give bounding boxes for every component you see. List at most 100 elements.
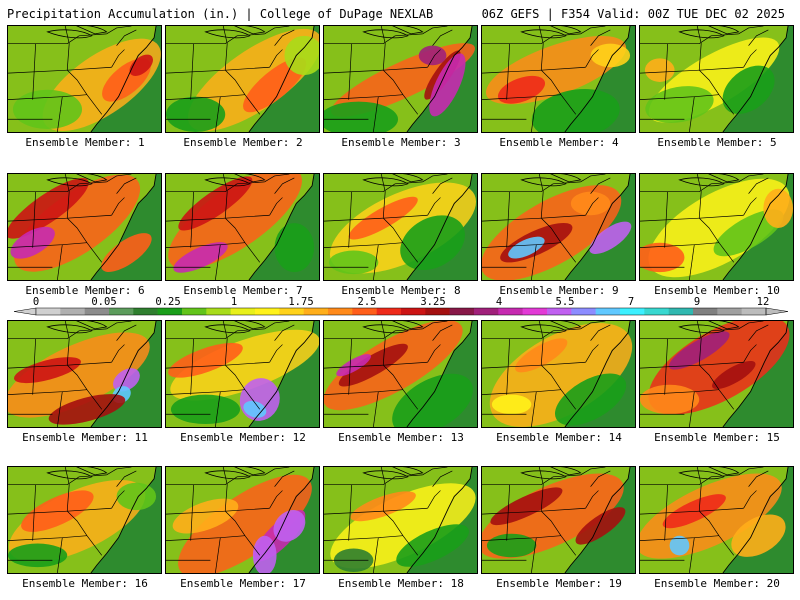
precip-field <box>644 37 780 123</box>
state-boundary <box>748 324 769 341</box>
ensemble-member-map <box>7 320 162 428</box>
precip-field <box>640 321 790 415</box>
state-boundary <box>269 197 283 216</box>
coastline <box>248 321 315 427</box>
state-boundary <box>580 321 606 330</box>
state-boundary <box>106 321 132 330</box>
state-boundary <box>64 174 70 219</box>
state-boundary <box>743 490 757 509</box>
state-boundary <box>402 535 419 556</box>
colorbar-scale <box>13 307 789 316</box>
member-map-svg <box>324 321 477 427</box>
ensemble-member-map <box>165 173 320 281</box>
state-boundary <box>8 181 107 193</box>
state-boundary <box>585 49 599 68</box>
colorbar-tick-label: 4 <box>495 296 503 308</box>
precip-blob <box>508 236 545 259</box>
precip-blob <box>273 510 306 542</box>
state-boundary <box>482 94 561 100</box>
great-lakes-outline <box>362 321 424 334</box>
state-boundary <box>274 177 295 194</box>
colorbar-swatch <box>693 308 718 315</box>
state-boundary <box>274 324 295 341</box>
state-boundary <box>215 244 221 280</box>
ensemble-member-map <box>639 25 794 133</box>
state-boundary <box>664 338 668 395</box>
member-map-svg <box>166 467 319 573</box>
state-boundary <box>531 96 537 132</box>
colorbar-outline <box>35 307 767 316</box>
state-boundary <box>215 391 221 427</box>
state-boundary <box>166 474 265 486</box>
colorbar-min-arrow <box>13 307 37 316</box>
ensemble-member-map <box>7 173 162 281</box>
ensemble-member-label: Ensemble Member: 10 <box>654 284 780 297</box>
precip-blob <box>14 357 81 384</box>
state-boundary <box>348 484 352 541</box>
precip-field <box>324 43 475 132</box>
state-boundary <box>640 474 739 486</box>
ensemble-member-label: Ensemble Member: 7 <box>183 284 303 297</box>
state-boundary <box>738 467 764 476</box>
state-boundary <box>106 467 132 476</box>
colorbar-swatch <box>547 308 572 315</box>
state-boundary <box>8 361 112 369</box>
state-boundary <box>111 49 125 68</box>
state-boundary <box>32 484 36 541</box>
state-boundary <box>244 94 261 115</box>
state-boundary <box>324 181 423 193</box>
state-boundary <box>698 217 720 243</box>
state-boundary <box>538 26 544 71</box>
state-boundary <box>427 197 441 216</box>
state-boundary <box>66 217 88 243</box>
colorbar-swatch <box>206 308 231 315</box>
state-boundary <box>166 328 265 340</box>
state-boundary <box>111 490 125 509</box>
state-boundary <box>373 537 379 573</box>
state-boundary <box>640 181 739 193</box>
state-boundary <box>640 328 739 340</box>
state-boundary <box>222 174 228 219</box>
state-boundary <box>422 26 448 35</box>
ensemble-member-label: Ensemble Member: 16 <box>22 577 148 590</box>
precip-blob <box>101 233 152 272</box>
ensemble-member-label: Ensemble Member: 13 <box>338 431 464 444</box>
state-boundary <box>531 537 537 573</box>
ensemble-member-map <box>165 466 320 574</box>
state-boundary <box>57 537 63 573</box>
state-boundary <box>580 174 606 183</box>
ensemble-member-label: Ensemble Member: 4 <box>499 136 619 149</box>
precip-blob <box>669 535 690 556</box>
state-boundary <box>8 507 112 515</box>
state-boundary <box>64 467 70 512</box>
state-boundary <box>540 364 562 390</box>
state-boundary <box>269 49 283 68</box>
state-boundary <box>696 321 702 366</box>
state-boundary <box>506 43 510 100</box>
precip-blob <box>274 223 315 273</box>
state-boundary <box>166 361 270 369</box>
header: Precipitation Accumulation (in.) | Colle… <box>0 0 800 24</box>
precip-blob <box>429 53 466 117</box>
member-map-svg <box>640 321 793 427</box>
state-boundary <box>538 321 544 366</box>
state-boundary <box>540 69 562 95</box>
state-boundary <box>224 510 246 536</box>
precip-field <box>166 28 319 132</box>
precip-blob <box>243 57 307 113</box>
state-boundary <box>382 510 404 536</box>
ensemble-member-map <box>165 25 320 133</box>
state-boundary <box>8 66 112 74</box>
colorbar-swatch <box>84 308 110 315</box>
state-boundary <box>718 535 735 556</box>
state-boundary <box>215 537 221 573</box>
precip-blob <box>644 58 675 82</box>
colorbar-swatch <box>352 308 377 315</box>
state-boundary <box>382 69 404 95</box>
precip-blob <box>178 176 253 231</box>
precip-blob <box>330 483 476 569</box>
precip-blob <box>170 394 241 425</box>
colorbar-swatch <box>401 308 426 315</box>
colorbar-tick-label: 5.5 <box>555 296 575 308</box>
state-boundary <box>324 389 403 395</box>
